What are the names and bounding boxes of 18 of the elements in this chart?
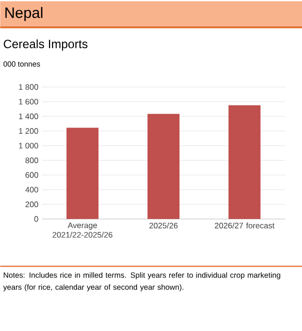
x-tick-label: Average 2021/22-2025/26 <box>52 222 112 238</box>
bar <box>228 105 260 220</box>
x-tick-label: 2025/26 <box>149 222 178 228</box>
chart-subtitle: Cereals Imports <box>4 39 88 51</box>
y-tick-label: 600 <box>26 172 38 178</box>
y-tick-label: 400 <box>25 186 38 192</box>
chart-title: Nepal <box>5 7 42 21</box>
y-tick-label: 200 <box>26 202 38 208</box>
y-tick-label: 0 <box>34 216 38 222</box>
y-tick-label: 800 <box>25 158 38 164</box>
y-tick-label: 1 400 <box>19 114 38 120</box>
y-tick-label: 1 800 <box>19 84 38 90</box>
y-tick-label: 1 200 <box>19 128 38 134</box>
bar <box>148 114 180 220</box>
x-tick-label: 2026/27 forecast <box>214 222 274 228</box>
y-tick-label: 1 600 <box>19 98 38 104</box>
y-tick-label: 1 000 <box>19 142 38 148</box>
bar <box>66 128 98 220</box>
